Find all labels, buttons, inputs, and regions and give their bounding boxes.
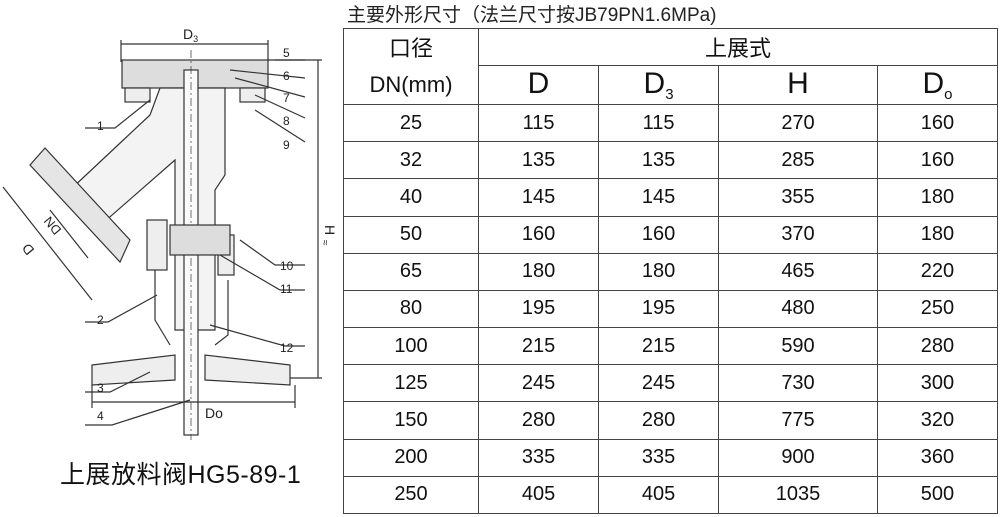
header-dn-mm: DN(mm) [343,65,479,105]
part-number: 9 [283,138,290,152]
cell-value: 160 [598,215,720,254]
table-row: 40 145 145 355 180 [343,178,999,217]
part-number: 2 [97,313,104,327]
dn-label: DN [41,214,65,238]
cell-value: 145 [598,178,720,217]
cell-dn: 40 [343,178,479,217]
cell-value: 160 [477,215,600,254]
valve-drawing: D3 Do H ≈ DN D 1 2 3 4 5 6 7 8 9 10 11 1… [2,26,338,440]
cell-dn: 32 [343,141,479,180]
d-label: D [19,240,38,258]
cell-value: 775 [718,401,878,440]
h-approx-symbol: ≈ [319,240,330,246]
h-label: H [322,225,338,235]
table-row: 150 280 280 775 320 [343,401,999,440]
cell-dn: 25 [343,103,479,143]
header-col-h: H [718,65,878,105]
cell-value: 285 [718,141,878,180]
cell-value: 280 [598,401,720,440]
cell-value: 335 [477,438,600,477]
cell-value: 220 [876,252,999,291]
drawing-caption: 上展放料阀HG5-89-1 [60,461,302,489]
cell-value: 335 [598,438,720,477]
cell-value: 160 [876,103,999,143]
cell-value: 135 [477,141,600,180]
cell-value: 465 [718,252,878,291]
d3-label: D3 [183,26,198,44]
cell-value: 355 [718,178,878,217]
table-row: 100 215 215 590 280 [343,327,999,366]
table-row: 80 195 195 480 250 [343,289,999,329]
cell-value: 180 [598,252,720,291]
cell-value: 215 [598,327,720,366]
cell-dn: 65 [343,252,479,291]
cell-value: 405 [477,475,600,515]
cell-value: 370 [718,215,878,254]
cell-value: 300 [876,364,999,403]
part-number: 10 [280,259,294,273]
table-row: 50 160 160 370 180 [343,215,999,254]
inlet-flange [29,147,131,264]
table-row: 250 405 405 1035 500 [343,475,999,515]
header-caliber: 口径 [343,28,479,66]
header-col-d3: D3 [598,65,720,105]
header-group: 上展式 [478,28,998,66]
cell-dn: 125 [343,364,479,403]
cell-value: 270 [718,103,878,143]
cell-dn: 100 [343,327,479,366]
table-row: 32 135 135 285 160 [343,141,999,180]
cell-value: 135 [598,141,720,180]
part-number: 6 [283,69,290,83]
do-label: Do [205,405,223,421]
table-row: 65 180 180 465 220 [343,252,999,291]
cell-value: 280 [477,401,600,440]
part-number: 7 [283,91,290,105]
part-number: 1 [97,119,104,133]
header-col-do: Do [876,65,999,105]
cell-value: 480 [718,289,878,329]
part-number: 11 [280,282,293,296]
cell-value: 320 [876,401,999,440]
part-number: 12 [280,341,294,355]
cell-value: 180 [477,252,600,291]
part-number: 8 [283,114,290,128]
header-col-d: D [477,65,600,105]
cell-value: 405 [598,475,720,515]
cell-value: 245 [598,364,720,403]
cell-value: 180 [876,215,999,254]
cell-value: 730 [718,364,878,403]
cell-dn: 200 [343,438,479,477]
dimensions-table: 口径 上展式 DN(mm) D D3 H Do 25 115 115 270 160 32… [343,28,999,515]
cell-value: 115 [477,103,600,143]
cell-value: 360 [876,438,999,477]
table-row: 125 245 245 730 300 [343,364,999,403]
table-row: 200 335 335 900 360 [343,438,999,477]
part-number: 3 [97,381,104,395]
cell-value: 245 [477,364,600,403]
cell-value: 280 [876,327,999,366]
cell-value: 160 [876,141,999,180]
cell-dn: 50 [343,215,479,254]
cell-value: 900 [718,438,878,477]
cell-value: 115 [598,103,720,143]
cell-dn: 150 [343,401,479,440]
cell-value: 250 [876,289,999,329]
cell-value: 195 [598,289,720,329]
cell-value: 195 [477,289,600,329]
part-number: 5 [283,46,290,60]
cell-dn: 250 [343,475,479,515]
cell-value: 145 [477,178,600,217]
cell-value: 590 [718,327,878,366]
cell-value: 1035 [718,475,878,515]
part-number: 4 [97,409,104,423]
table-title: 主要外形尺寸（法兰尺寸按JB79PN1.6MPa) [347,5,717,26]
cell-dn: 80 [343,289,479,329]
cell-value: 215 [477,327,600,366]
table-row: 25 115 115 270 160 [343,103,999,143]
cell-value: 500 [876,475,999,515]
cell-value: 180 [876,178,999,217]
